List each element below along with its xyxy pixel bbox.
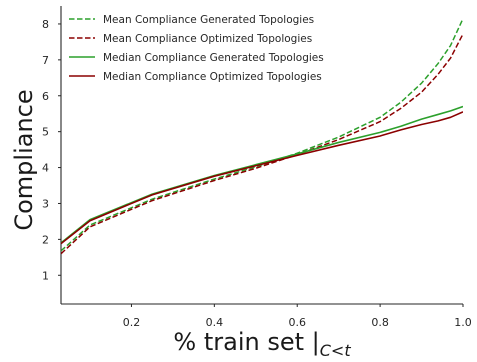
x-tick-label: 0.4 xyxy=(206,316,224,329)
x-tick-label: 0.6 xyxy=(288,316,306,329)
legend: Mean Compliance Generated Topologies Mean… xyxy=(69,14,324,83)
series-line-2 xyxy=(61,33,463,255)
x-tick-label: 1.0 xyxy=(454,316,472,329)
y-tick-label: 1 xyxy=(42,269,49,282)
legend-label: Median Compliance Generated Topologies xyxy=(103,52,324,64)
x-axis-title-main: % train set | xyxy=(173,328,319,356)
y-axis-title: Compliance xyxy=(10,89,38,230)
y-tick-label: 6 xyxy=(42,90,49,103)
y-tick-label: 4 xyxy=(42,162,49,175)
legend-label: Mean Compliance Optimized Topologies xyxy=(103,33,312,45)
y-tick-label: 7 xyxy=(42,54,49,67)
x-axis-title: % train set |C<t xyxy=(173,328,351,360)
series-line-3 xyxy=(61,105,463,244)
legend-label: Mean Compliance Generated Topologies xyxy=(103,14,314,26)
y-tick-label: 3 xyxy=(42,197,49,210)
x-tick-label: 0.8 xyxy=(371,316,389,329)
y-tick-label: 2 xyxy=(42,233,49,246)
series-lines xyxy=(61,18,463,255)
legend-label: Median Compliance Optimized Topologies xyxy=(103,71,322,83)
series-line-4 xyxy=(61,111,463,245)
y-tick-label: 8 xyxy=(42,18,49,31)
tick-labels: 1 2 3 4 5 6 7 8 0.2 0.4 0.6 0.8 1.0 xyxy=(42,18,472,329)
series-line-1 xyxy=(61,18,463,252)
x-axis-title-subscript: C<t xyxy=(320,341,352,360)
axes xyxy=(58,6,464,307)
y-tick-label: 5 xyxy=(42,126,49,139)
x-tick-label: 0.2 xyxy=(123,316,141,329)
